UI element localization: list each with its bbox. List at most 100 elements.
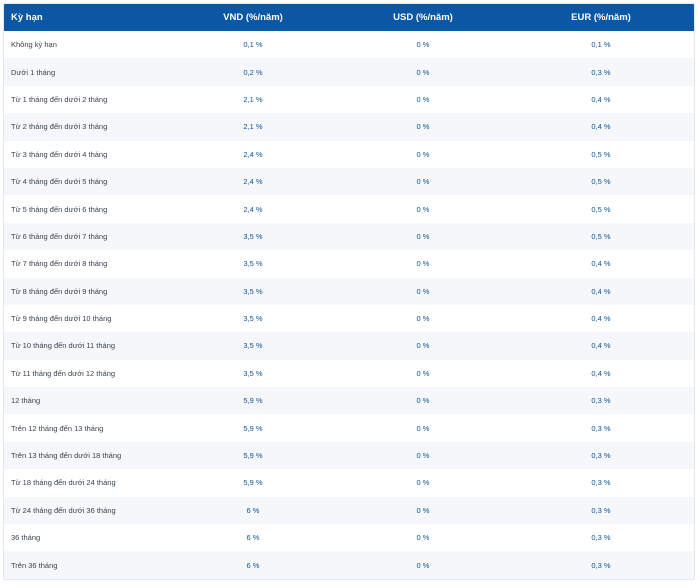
cell-eur-rate: 0,3 % [591, 478, 611, 488]
table-row: Không kỳ hạn 0,1 % 0 % 0,1 % [4, 31, 694, 59]
header-eur: EUR (%/năm) [571, 12, 631, 23]
cell-term: Trên 13 tháng đến dưới 18 tháng [11, 451, 122, 461]
cell-vnd-rate: 3,5 % [243, 259, 263, 269]
table-row: Từ 1 tháng đến dưới 2 tháng 2,1 % 0 % 0,4 % [4, 85, 694, 114]
cell-vnd-rate: 6 % [246, 505, 260, 515]
cell-vnd-rate: 2,4 % [243, 204, 263, 214]
table-row: 12 tháng 5,9 % 0 % 0,3 % [4, 387, 694, 415]
cell-term: 36 tháng [11, 533, 41, 543]
table-row: Trên 12 tháng đến 13 tháng 5,9 % 0 % 0,3 % [4, 414, 694, 442]
cell-usd-rate: 0 % [416, 177, 430, 187]
cell-eur-rate: 0,3 % [591, 423, 611, 433]
header-vnd: VND (%/năm) [223, 12, 283, 23]
cell-vnd-rate: 2,4 % [243, 177, 263, 187]
cell-usd-rate: 0 % [416, 505, 430, 515]
cell-eur-rate: 0,4 % [591, 368, 611, 378]
cell-eur-rate: 0,4 % [591, 314, 611, 324]
cell-eur-rate: 0,3 % [591, 533, 611, 543]
cell-usd-rate: 0 % [416, 341, 430, 351]
cell-eur-rate: 0,5 % [591, 177, 611, 187]
cell-term: Từ 1 tháng đến dưới 2 tháng [11, 94, 108, 104]
cell-eur-rate: 0,4 % [591, 286, 611, 296]
cell-term: Dưới 1 tháng [11, 67, 56, 77]
cell-term: Từ 5 tháng đến dưới 6 tháng [11, 204, 108, 214]
table-row: Từ 6 tháng đến dưới 7 tháng 3,5 % 0 % 0,5 % [4, 222, 694, 251]
cell-usd-rate: 0 % [416, 396, 430, 406]
table-row: Trên 36 tháng 6 % 0 % 0,3 % [4, 551, 694, 579]
cell-usd-rate: 0 % [416, 259, 430, 269]
cell-eur-rate: 0,3 % [591, 396, 611, 406]
cell-term: Từ 18 tháng đến dưới 24 tháng [11, 478, 116, 488]
cell-eur-rate: 0,4 % [591, 122, 611, 132]
cell-eur-rate: 0,4 % [591, 259, 611, 269]
cell-term: Từ 4 tháng đến dưới 5 tháng [11, 177, 108, 187]
cell-usd-rate: 0 % [416, 314, 430, 324]
cell-term: 12 tháng [11, 396, 41, 406]
cell-usd-rate: 0 % [416, 67, 430, 77]
header-usd: USD (%/năm) [393, 12, 453, 23]
table-row: Từ 7 tháng đến dưới 8 tháng 3,5 % 0 % 0,4 % [4, 250, 694, 278]
cell-term: Trên 12 tháng đến 13 tháng [11, 423, 104, 433]
cell-term: Từ 11 tháng đến dưới 12 tháng [11, 368, 116, 378]
cell-vnd-rate: 6 % [246, 533, 260, 543]
table-header: Kỳ hạn VND (%/năm) USD (%/năm) EUR (%/nă… [4, 4, 694, 31]
table-row: Từ 8 tháng đến dưới 9 tháng 3,5 % 0 % 0,4 % [4, 277, 694, 305]
cell-vnd-rate: 6 % [246, 560, 260, 570]
table-row: Dưới 1 tháng 0,2 % 0 % 0,3 % [4, 58, 694, 86]
interest-rate-table: Kỳ hạn VND (%/năm) USD (%/năm) EUR (%/nă… [4, 4, 694, 579]
cell-eur-rate: 0,3 % [591, 67, 611, 77]
table-row: Từ 24 tháng đến dưới 36 tháng 6 % 0 % 0,3 % [4, 496, 694, 525]
table-row: Từ 5 tháng đến dưới 6 tháng 2,4 % 0 % 0,5 % [4, 195, 694, 223]
table-row: Từ 18 tháng đến dưới 24 tháng 5,9 % 0 % 0,3… [4, 469, 694, 497]
cell-term: Từ 9 tháng đến dưới 10 tháng [11, 314, 112, 324]
table-row: Từ 10 tháng đến dưới 11 tháng 3,5 % 0 % 0,4… [4, 332, 694, 360]
cell-vnd-rate: 0,1 % [243, 40, 263, 50]
cell-usd-rate: 0 % [416, 560, 430, 570]
cell-term: Từ 24 tháng đến dưới 36 tháng [11, 505, 116, 515]
table-row: Từ 3 tháng đến dưới 4 tháng 2,4 % 0 % 0,5 % [4, 140, 694, 168]
cell-usd-rate: 0 % [416, 204, 430, 214]
cell-term: Từ 8 tháng đến dưới 9 tháng [11, 286, 108, 296]
cell-eur-rate: 0,1 % [591, 40, 611, 50]
cell-usd-rate: 0 % [416, 286, 430, 296]
cell-vnd-rate: 2,4 % [243, 149, 263, 159]
cell-eur-rate: 0,5 % [591, 149, 611, 159]
interest-rate-table-container: Kỳ hạn VND (%/năm) USD (%/năm) EUR (%/nă… [3, 3, 695, 580]
cell-vnd-rate: 3,5 % [243, 231, 263, 241]
table-row: Trên 13 tháng đến dưới 18 tháng 5,9 % 0 % 0… [4, 441, 694, 470]
cell-vnd-rate: 2,1 % [243, 94, 263, 104]
cell-usd-rate: 0 % [416, 94, 430, 104]
cell-usd-rate: 0 % [416, 423, 430, 433]
cell-vnd-rate: 3,5 % [243, 286, 263, 296]
cell-vnd-rate: 2,1 % [243, 122, 263, 132]
cell-term: Từ 2 tháng đến dưới 3 tháng [11, 122, 108, 132]
cell-usd-rate: 0 % [416, 231, 430, 241]
table-body: Không kỳ hạn 0,1 % 0 % 0,1 % Dưới 1 tháng 0,2… [4, 31, 694, 579]
cell-eur-rate: 0,5 % [591, 231, 611, 241]
cell-term: Từ 6 tháng đến dưới 7 tháng [11, 231, 108, 241]
table-row: Từ 9 tháng đến dưới 10 tháng 3,5 % 0 % 0,4 … [4, 304, 694, 333]
table-row: 36 tháng 6 % 0 % 0,3 % [4, 524, 694, 552]
cell-usd-rate: 0 % [416, 149, 430, 159]
cell-vnd-rate: 5,9 % [243, 478, 263, 488]
cell-eur-rate: 0,4 % [591, 341, 611, 351]
cell-term: Từ 10 tháng đến dưới 11 tháng [11, 341, 116, 351]
table-row: Từ 4 tháng đến dưới 5 tháng 2,4 % 0 % 0,5 % [4, 167, 694, 196]
cell-term: Từ 3 tháng đến dưới 4 tháng [11, 149, 108, 159]
table-row: Từ 11 tháng đến dưới 12 tháng 3,5 % 0 % 0,4… [4, 359, 694, 388]
cell-usd-rate: 0 % [416, 40, 430, 50]
cell-term: Từ 7 tháng đến dưới 8 tháng [11, 259, 108, 269]
cell-usd-rate: 0 % [416, 451, 430, 461]
cell-eur-rate: 0,3 % [591, 505, 611, 515]
table-row: Từ 2 tháng đến dưới 3 tháng 2,1 % 0 % 0,4 % [4, 113, 694, 141]
cell-vnd-rate: 3,5 % [243, 368, 263, 378]
cell-vnd-rate: 3,5 % [243, 314, 263, 324]
cell-vnd-rate: 0,2 % [243, 67, 263, 77]
cell-eur-rate: 0,3 % [591, 560, 611, 570]
cell-usd-rate: 0 % [416, 533, 430, 543]
table-header-row: Kỳ hạn VND (%/năm) USD (%/năm) EUR (%/nă… [4, 4, 694, 31]
header-term: Kỳ hạn [11, 12, 43, 23]
cell-usd-rate: 0 % [416, 478, 430, 488]
cell-eur-rate: 0,5 % [591, 204, 611, 214]
cell-usd-rate: 0 % [416, 122, 430, 132]
